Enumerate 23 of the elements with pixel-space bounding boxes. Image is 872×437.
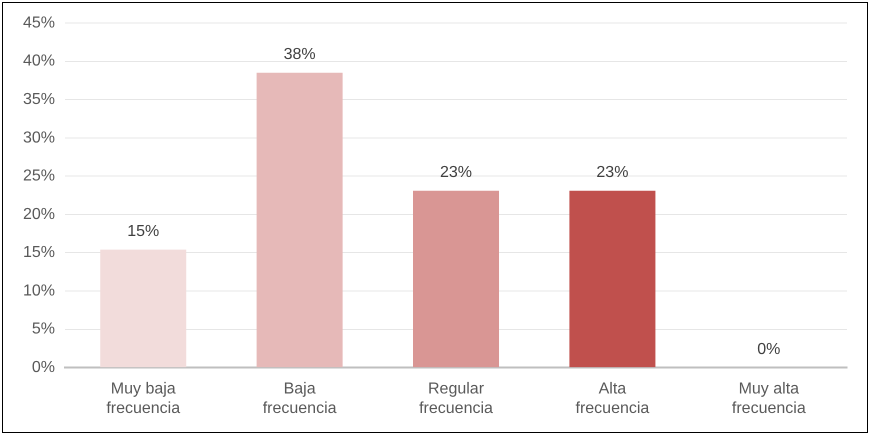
bar [256, 72, 343, 368]
y-tick-label: 40% [22, 52, 56, 70]
y-tick-label: 35% [22, 90, 56, 108]
y-tick-label: 30% [22, 129, 56, 146]
data-label: 15% [127, 223, 160, 240]
y-tick-label: 45% [22, 14, 56, 32]
y-tick-label: 15% [22, 244, 56, 262]
data-label: 0% [757, 341, 780, 358]
y-tick-label: 0% [32, 359, 56, 376]
data-label: 23% [440, 164, 472, 182]
x-tick-label: Regular frecuencia [419, 380, 494, 417]
x-tick-label: Muy baja frecuencia [106, 380, 180, 417]
data-label: 23% [596, 164, 628, 182]
bar [413, 190, 500, 368]
y-tick-label: 25% [22, 168, 56, 185]
bar [569, 190, 656, 368]
y-tick-label: 5% [32, 320, 56, 338]
y-tick-label: 10% [22, 282, 56, 300]
x-tick-label: Baja frecuencia [262, 380, 337, 417]
x-tick-label: Alta frecuencia [575, 380, 650, 417]
data-label: 38% [284, 46, 316, 64]
y-tick-label: 20% [22, 206, 56, 223]
x-tick-label: Muy alta frecuencia [732, 380, 806, 417]
